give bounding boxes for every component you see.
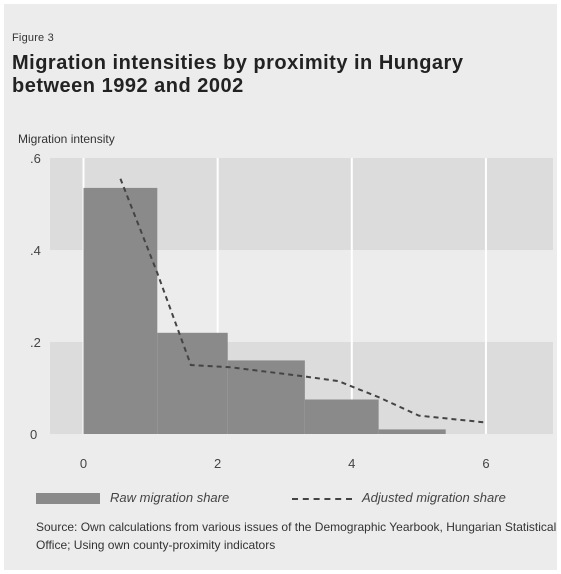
histogram-bar (157, 332, 228, 434)
histogram-bar (227, 360, 305, 434)
legend-bar-swatch (36, 493, 100, 504)
figure-panel: Figure 3 Migration intensities by proxim… (4, 4, 557, 570)
y-tick-label: 0 (30, 427, 37, 442)
legend-raw-label: Raw migration share (110, 490, 230, 505)
x-tick-label: 4 (348, 456, 355, 471)
x-tick-label: 0 (80, 456, 87, 471)
chart-svg: 0 .2 .4 .6 0 2 4 6 (30, 151, 553, 471)
y-axis-label: Migration intensity (18, 132, 115, 146)
legend: Raw migration share Adjusted migration s… (36, 488, 556, 508)
histogram-bar (83, 187, 158, 434)
figure-label: Figure 3 (12, 32, 54, 44)
source-note: Source: Own calculations from various is… (36, 520, 557, 552)
histogram-bar (304, 399, 379, 434)
x-tick-label: 6 (482, 456, 489, 471)
legend-adjusted-label: Adjusted migration share (362, 490, 506, 505)
legend-dashed-line-swatch (292, 498, 352, 500)
y-tick-label: .4 (30, 243, 41, 258)
histogram-bar (378, 429, 446, 434)
y-tick-label: .2 (30, 335, 41, 350)
chart-title: Migration intensities by proximity in Hu… (12, 52, 464, 97)
x-tick-label: 2 (214, 456, 221, 471)
y-tick-label: .6 (30, 151, 41, 166)
